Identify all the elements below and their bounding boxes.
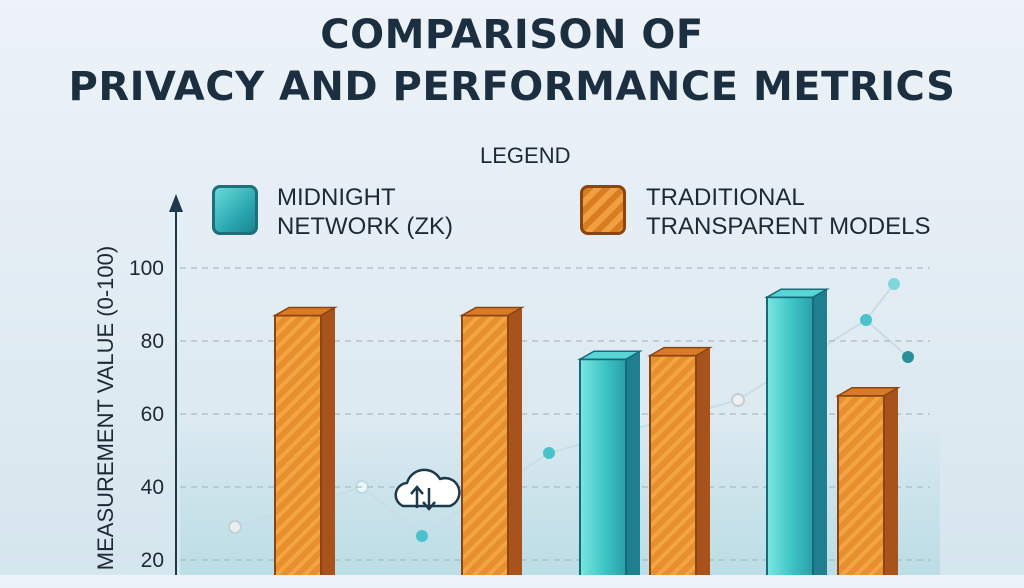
bar-top: [577, 350, 643, 360]
y-tick-label-80: 80: [141, 330, 164, 353]
y-axis-arrow-icon: [169, 194, 183, 212]
bar-front: [649, 354, 697, 575]
legend-label-traditional-line-1: TRADITIONAL: [646, 184, 805, 211]
y-tick-label-40: 40: [141, 476, 164, 499]
bar-midnight-3: [577, 350, 643, 575]
bar-front: [274, 314, 322, 575]
bar-traditional-6: [835, 387, 901, 575]
legend-swatch-midnight: [212, 185, 258, 235]
bar-side: [696, 347, 710, 575]
legend-swatch-traditional: [580, 185, 626, 235]
y-axis: [169, 194, 183, 575]
bar-traditional-4: [647, 346, 713, 575]
y-tick-labels: 20 40 60 80 100: [129, 257, 164, 572]
y-tick-label-100: 100: [129, 257, 164, 280]
bar-top: [835, 387, 901, 397]
bar-traditional-1: [272, 306, 338, 575]
y-tick-label-20: 20: [141, 549, 164, 572]
chart-title-line-2: PRIVACY AND PERFORMANCE METRICS: [68, 64, 956, 110]
legend-label-traditional: TRADITIONAL TRANSPARENT MODELS: [646, 183, 931, 241]
cloud-sync-icon: [394, 468, 461, 511]
legend-label-midnight: MIDNIGHT NETWORK (ZK): [277, 183, 453, 241]
bar-midnight-5: [764, 288, 830, 575]
legend-label-traditional-line-2: TRANSPARENT MODELS: [646, 213, 931, 240]
bar-front: [461, 314, 509, 575]
bar-top: [272, 306, 338, 317]
bar-front: [579, 358, 627, 575]
bar-side: [813, 289, 827, 575]
bar-front: [837, 394, 885, 575]
bar-side: [626, 351, 640, 575]
bar-top: [459, 306, 525, 317]
bar-top: [764, 288, 830, 298]
bar-side: [884, 387, 898, 575]
bars: [272, 288, 901, 575]
bar-top: [647, 346, 713, 357]
bar-front: [766, 296, 814, 575]
legend-label-midnight-line-2: NETWORK (ZK): [277, 213, 453, 240]
bar-traditional-2: [459, 306, 525, 575]
bar-side: [508, 307, 522, 575]
chart-title-line-1: COMPARISON OF: [320, 12, 704, 58]
bar-chart: 20 40 60 80 100: [129, 194, 940, 575]
legend-label-midnight-line-1: MIDNIGHT: [277, 184, 396, 211]
legend-heading: LEGEND: [480, 143, 571, 168]
y-tick-label-60: 60: [141, 403, 164, 426]
bar-side: [321, 307, 335, 575]
